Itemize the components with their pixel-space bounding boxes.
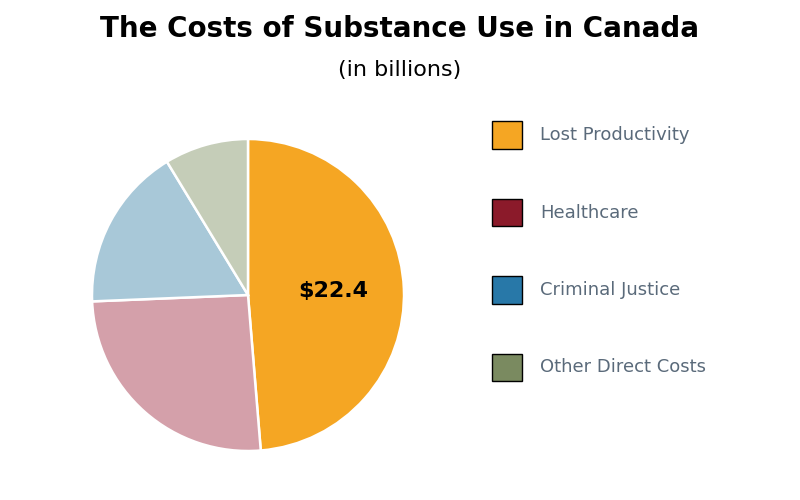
Wedge shape: [167, 139, 248, 295]
Text: Other Direct Costs: Other Direct Costs: [540, 358, 706, 376]
Text: Healthcare: Healthcare: [540, 204, 638, 222]
Text: Lost Productivity: Lost Productivity: [540, 126, 690, 144]
Text: $22.4: $22.4: [298, 282, 369, 302]
Wedge shape: [248, 139, 404, 450]
Text: The Costs of Substance Use in Canada: The Costs of Substance Use in Canada: [101, 15, 699, 43]
Text: Criminal Justice: Criminal Justice: [540, 281, 680, 299]
Wedge shape: [92, 295, 261, 451]
Wedge shape: [92, 162, 248, 302]
Text: (in billions): (in billions): [338, 60, 462, 80]
